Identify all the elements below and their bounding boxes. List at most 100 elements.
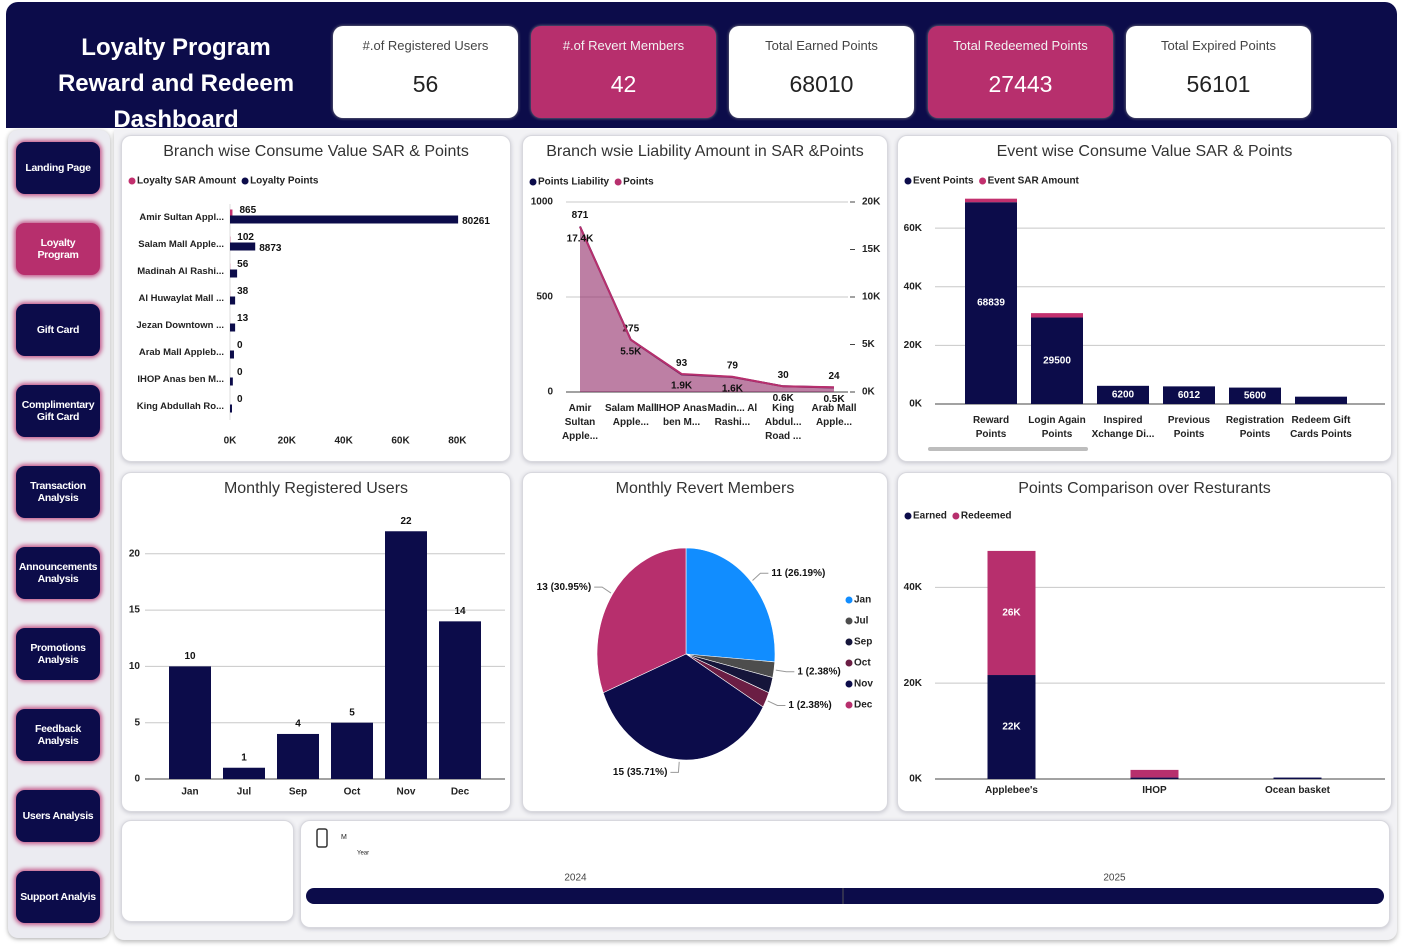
x-tick-label-box: Login Again Points — [1028, 415, 1086, 440]
legend-marker — [845, 638, 853, 646]
bar — [230, 323, 236, 332]
kpi-value: 68010 — [789, 71, 854, 97]
nav-button[interactable]: Support Analyis — [16, 871, 100, 923]
bar — [230, 377, 233, 386]
x-tick-label: Madin... Al Rashi... — [707, 403, 758, 428]
bar-segment — [1295, 396, 1347, 404]
x-tick-label-box: Madin... Al Rashi... — [707, 403, 758, 428]
legend-marker — [904, 177, 912, 185]
y-tick-label: Amir Sultan Appl... — [139, 212, 224, 223]
nav-button[interactable]: Announcements Analysis — [16, 547, 100, 599]
scrollbar — [928, 447, 1088, 451]
nav-button[interactable]: Users Analysis — [16, 790, 100, 842]
legend-label: Event SAR Amount — [988, 176, 1080, 187]
legend-marker — [845, 659, 853, 667]
kpi-label: Total Redeemed Points — [953, 38, 1088, 53]
y-tick-label: 20K — [904, 678, 923, 689]
data-label: 26K — [1002, 608, 1021, 619]
y-tick-label: 10 — [129, 661, 141, 672]
nav-button[interactable]: Landing Page — [16, 142, 100, 194]
kpi-value: 27443 — [988, 71, 1053, 97]
data-label: 11 (26.19%) — [771, 568, 825, 579]
leader-line — [775, 669, 795, 673]
x-tick-label: Reward Points — [972, 415, 1010, 440]
x-tick-label-box: Registration Points — [1226, 415, 1284, 440]
x-tick-label: Ocean basket — [1264, 785, 1331, 796]
legend-marker — [845, 596, 853, 604]
x-tick-label: Sep — [289, 787, 307, 798]
panel — [522, 135, 888, 462]
y-tick-label: 20K — [904, 340, 923, 351]
timeline-caption: Year — [357, 851, 369, 857]
bar-segment — [987, 550, 1036, 676]
panel — [121, 820, 294, 922]
nav-button[interactable]: Gift Card — [16, 304, 100, 356]
y-tick-label: 60K — [904, 223, 923, 234]
x-tick-label: IHOP — [1142, 785, 1167, 796]
x-tick-label: Redeem Gift Cards Points — [1290, 415, 1352, 440]
legend-label: Dec — [854, 700, 873, 711]
nav-button[interactable]: Promotions Analysis — [16, 628, 100, 680]
data-label: 0 — [237, 394, 243, 405]
legend-label: Event Points — [913, 176, 974, 187]
timeline-level: M — [341, 834, 347, 841]
x-tick-label-box: Reward Points — [972, 415, 1010, 440]
kpi-card: Total Expired Points 56101 — [1126, 26, 1311, 118]
data-label: 22K — [1002, 722, 1021, 733]
legend-marker — [952, 512, 960, 520]
legend-label: Nov — [854, 679, 873, 690]
data-label: 1 — [241, 752, 247, 763]
legend-label: Oct — [854, 658, 871, 669]
data-label: 13 (30.95%) — [537, 582, 591, 593]
bar — [230, 215, 459, 224]
x-tick-label: 60K — [391, 436, 410, 447]
data-label: 30 — [778, 370, 790, 381]
nav-button[interactable]: Feedback Analysis — [16, 709, 100, 761]
data-label: 8873 — [259, 243, 282, 254]
chart-title: Event wise Consume Value SAR & Points — [997, 143, 1293, 160]
x-tick-label: 80K — [448, 436, 467, 447]
data-label: 17.4K — [567, 233, 594, 244]
data-label: 1.9K — [671, 381, 693, 392]
y-tick-label: 5 — [134, 717, 140, 728]
legend-marker — [904, 512, 912, 520]
chart-title: Branch wise Consume Value SAR & Points — [163, 143, 469, 160]
y-tick-label: Salam Mall Apple... — [138, 239, 224, 250]
bar — [230, 209, 233, 216]
legend-marker — [979, 177, 987, 185]
timeline-period: 2024 — [564, 873, 587, 884]
chart-title: Branch wsie Liability Amount in SAR &Poi… — [546, 143, 863, 160]
kpi-label: Total Earned Points — [765, 38, 878, 53]
bar-segment — [1273, 777, 1322, 779]
x-tick-label: Login Again Points — [1028, 415, 1086, 440]
data-label: 865 — [239, 205, 256, 216]
y2-tick-label: 20K — [862, 197, 881, 208]
x-tick-label-box: Salam Mall Apple... — [605, 403, 657, 428]
kpi-card: #.of Revert Members 42 — [531, 26, 716, 118]
x-tick-label: King Abdul... Road ... — [764, 403, 802, 442]
y-tick-label: 1000 — [531, 197, 554, 208]
timeline-bar[interactable] — [306, 888, 1384, 904]
bar-segment — [1130, 777, 1179, 779]
legend-label: Sep — [854, 637, 872, 648]
legend-label: Redeemed — [961, 511, 1012, 522]
data-label: 6200 — [1112, 390, 1135, 401]
x-tick-label: Arab Mall Apple... — [811, 403, 857, 428]
nav-button[interactable]: Transaction Analysis — [16, 466, 100, 518]
x-tick-label: 40K — [335, 436, 354, 447]
legend-marker — [845, 680, 853, 688]
nav-button[interactable]: Complimentary Gift Card — [16, 385, 100, 437]
y2-tick-label: 15K — [862, 244, 881, 255]
bar — [385, 531, 427, 779]
data-label: 102 — [237, 232, 254, 243]
data-label: 0 — [237, 340, 243, 351]
nav-button[interactable]: Loyalty Program — [16, 223, 100, 275]
x-tick-label: Dec — [451, 787, 470, 798]
data-label: 10 — [184, 651, 196, 662]
y-tick-label: 0 — [547, 387, 553, 398]
y-tick-label: Madinah Al Rashi... — [137, 266, 224, 277]
area-fill — [580, 226, 834, 392]
x-tick-label: IHOP Anas ben M... — [656, 403, 708, 428]
x-tick-label-box: Previous Points — [1168, 415, 1210, 440]
